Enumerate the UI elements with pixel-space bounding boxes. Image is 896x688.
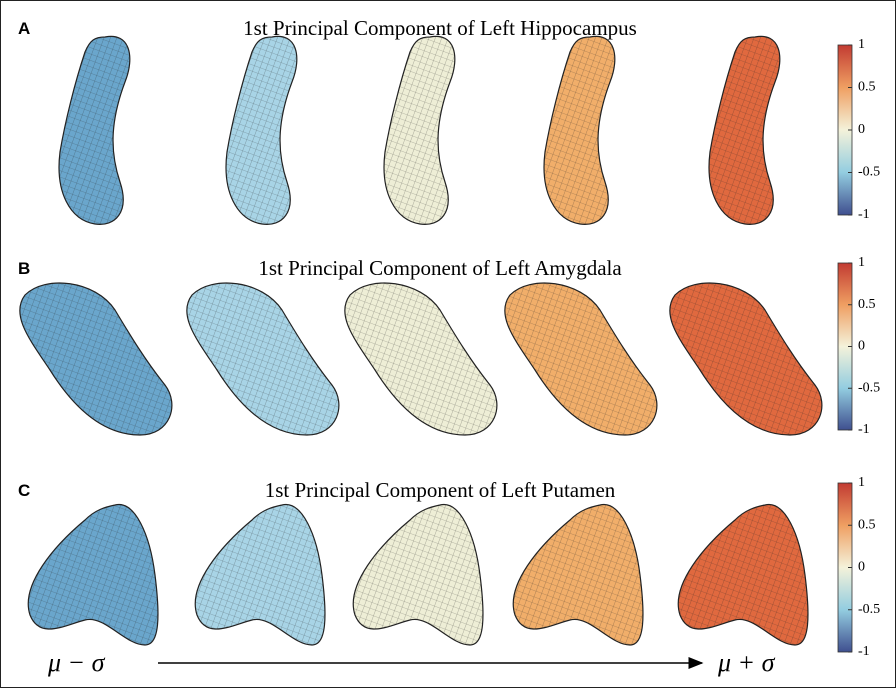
figure: μ − σ μ + σ A 1st Principal Component of … xyxy=(0,0,896,688)
colorbar-tick-label: -1 xyxy=(858,644,870,659)
colorbar-tick-label: -0.5 xyxy=(858,602,880,617)
colorbar-tick-label: 0.5 xyxy=(858,80,876,95)
colorbar-tick-label: -0.5 xyxy=(858,380,880,395)
panel-title: 1st Principal Component of Left Amygdala xyxy=(258,256,622,280)
colorbar-tick-label: -0.5 xyxy=(858,165,880,180)
colorbar-tick-label: 0 xyxy=(858,560,865,575)
colorbar-tick-label: 0 xyxy=(858,339,865,354)
panel-letter: A xyxy=(18,19,30,38)
panel-letter: C xyxy=(18,481,30,500)
colorbar-tick-label: 0.5 xyxy=(858,517,876,532)
colorbar-tick-label: 1 xyxy=(858,37,865,52)
colorbar-tick-label: -1 xyxy=(858,422,870,437)
colorbar-tick-label: 1 xyxy=(858,255,865,270)
colorbar-tick-label: 1 xyxy=(858,475,865,490)
panel-title: 1st Principal Component of Left Putamen xyxy=(265,478,616,502)
panel-letter: B xyxy=(18,259,30,278)
start-label: μ − σ xyxy=(47,648,106,677)
colorbar-tick-label: 0.5 xyxy=(858,297,876,312)
colorbar-tick-label: 0 xyxy=(858,122,865,137)
colorbar-tick-label: -1 xyxy=(858,207,870,222)
end-label: μ + σ xyxy=(717,648,776,677)
